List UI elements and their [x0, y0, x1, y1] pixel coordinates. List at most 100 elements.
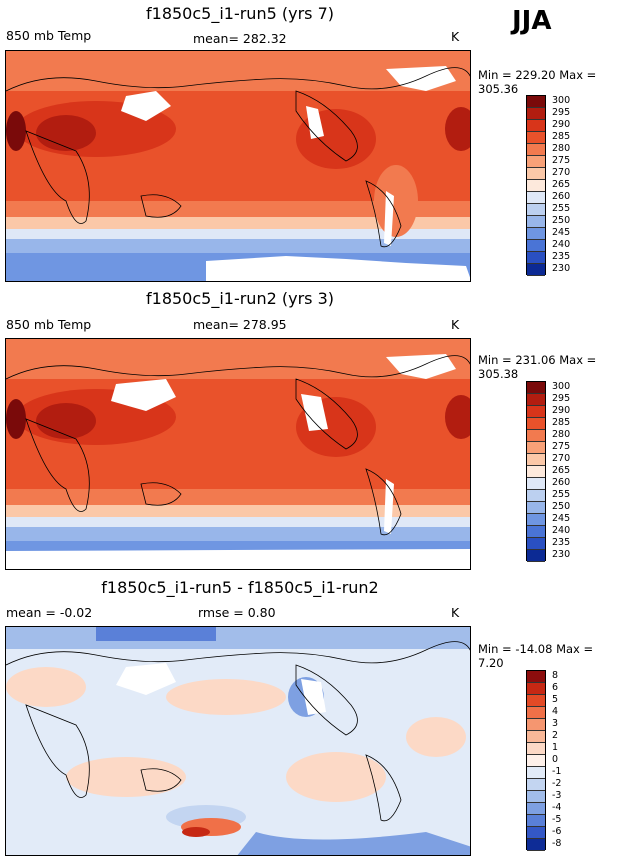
- panel-3-rmse-label: rmse = 0.80: [198, 605, 276, 620]
- colorbar-swatch: [527, 252, 545, 264]
- colorbar-tick-label: 295: [552, 393, 571, 404]
- colorbar-swatch: [527, 96, 545, 108]
- colorbar-swatch: [527, 442, 545, 454]
- colorbar-tick-label: 255: [552, 203, 571, 214]
- panel-3-map: [5, 626, 471, 856]
- colorbar-swatch: [527, 731, 545, 743]
- colorbar-swatch: [527, 502, 545, 514]
- colorbar-tick-label: 295: [552, 107, 571, 118]
- colorbar-tick-label: 2: [552, 730, 559, 741]
- colorbar-swatch: [527, 216, 545, 228]
- colorbar-tick-label: 270: [552, 167, 571, 178]
- colorbar-tick-label: 245: [552, 513, 571, 524]
- colorbar-tick-label: 230: [552, 263, 571, 274]
- colorbar-tick-label: -4: [552, 802, 562, 813]
- colorbar-tick-label: 285: [552, 131, 571, 142]
- colorbar-swatch: [527, 406, 545, 418]
- colorbar-swatch: [527, 228, 545, 240]
- colorbar-tick-label: 6: [552, 682, 559, 693]
- colorbar-tick-label: 290: [552, 119, 571, 130]
- colorbar-swatch: [527, 430, 545, 442]
- colorbar-swatch: [527, 779, 545, 791]
- colorbar-swatch: [527, 144, 545, 156]
- colorbar-tick-label: 245: [552, 227, 571, 238]
- colorbar-tick-label: 280: [552, 429, 571, 440]
- colorbar-swatch: [527, 683, 545, 695]
- colorbar-tick-label: -8: [552, 838, 562, 849]
- colorbar-tick-label: -5: [552, 814, 562, 825]
- colorbar-swatch: [527, 240, 545, 252]
- colorbar-tick-label: 250: [552, 215, 571, 226]
- colorbar-swatch: [527, 743, 545, 755]
- colorbar-swatch: [527, 755, 545, 767]
- panel-2-map: [5, 338, 471, 570]
- colorbar-tick-label: 3: [552, 718, 559, 729]
- colorbar-swatch: [527, 382, 545, 394]
- colorbar-tick-label: 265: [552, 179, 571, 190]
- colorbar-tick-label: 265: [552, 465, 571, 476]
- colorbar-swatch: [527, 192, 545, 204]
- colorbar-tick-label: 300: [552, 381, 571, 392]
- colorbar-tick-label: 280: [552, 143, 571, 154]
- panel-2-colorbar: [526, 381, 546, 562]
- season-label: JJA: [512, 6, 552, 36]
- colorbar-tick-label: 255: [552, 489, 571, 500]
- panel-3-title: f1850c5_i1-run5 - f1850c5_i1-run2: [101, 578, 379, 597]
- colorbar-tick-label: 260: [552, 191, 571, 202]
- colorbar-swatch: [527, 108, 545, 120]
- colorbar-tick-label: 240: [552, 239, 571, 250]
- panel-3-minmax-label: Min = -14.08 Max = 7.20: [478, 642, 594, 670]
- colorbar-tick-label: 4: [552, 706, 559, 717]
- colorbar-tick-label: -3: [552, 790, 562, 801]
- colorbar-swatch: [527, 180, 545, 192]
- colorbar-swatch: [527, 514, 545, 526]
- colorbar-tick-label: 1: [552, 742, 559, 753]
- panel-2-minmax-label: Min = 231.06 Max = 305.38: [478, 353, 597, 381]
- panel-1-mean-label: mean= 282.32: [193, 31, 287, 46]
- colorbar-swatch: [527, 418, 545, 430]
- panel-1-units-label: K: [451, 29, 460, 44]
- colorbar-swatch: [527, 120, 545, 132]
- colorbar-swatch: [527, 394, 545, 406]
- colorbar-swatch: [527, 168, 545, 180]
- colorbar-swatch: [527, 454, 545, 466]
- panel-1-title: f1850c5_i1-run5 (yrs 7): [146, 4, 334, 23]
- colorbar-swatch: [527, 538, 545, 550]
- colorbar-tick-label: 5: [552, 694, 559, 705]
- panel-1-minmax-label: Min = 229.20 Max = 305.36: [478, 68, 597, 96]
- colorbar-swatch: [527, 264, 545, 276]
- colorbar-tick-label: 260: [552, 477, 571, 488]
- colorbar-swatch: [527, 791, 545, 803]
- panel-2-units-label: K: [451, 317, 460, 332]
- colorbar-swatch: [527, 671, 545, 683]
- colorbar-tick-label: 235: [552, 537, 571, 548]
- colorbar-swatch: [527, 767, 545, 779]
- colorbar-tick-label: 290: [552, 405, 571, 416]
- panel-3-colorbar: [526, 670, 546, 851]
- colorbar-tick-label: 230: [552, 549, 571, 560]
- colorbar-tick-label: -2: [552, 778, 562, 789]
- colorbar-tick-label: 0: [552, 754, 559, 765]
- colorbar-tick-label: 275: [552, 441, 571, 452]
- colorbar-swatch: [527, 204, 545, 216]
- colorbar-swatch: [527, 478, 545, 490]
- colorbar-swatch: [527, 132, 545, 144]
- panel-1-map: [5, 50, 471, 282]
- colorbar-swatch: [527, 707, 545, 719]
- colorbar-swatch: [527, 490, 545, 502]
- colorbar-swatch: [527, 803, 545, 815]
- panel-1-field-label: 850 mb Temp: [6, 28, 92, 43]
- colorbar-tick-label: 275: [552, 155, 571, 166]
- colorbar-tick-label: 300: [552, 95, 571, 106]
- colorbar-tick-label: 8: [552, 670, 559, 681]
- colorbar-tick-label: -1: [552, 766, 562, 777]
- panel-1-colorbar: [526, 95, 546, 276]
- colorbar-tick-label: 285: [552, 417, 571, 428]
- colorbar-swatch: [527, 839, 545, 851]
- panel-3-units-label: K: [451, 605, 460, 620]
- colorbar-swatch: [527, 466, 545, 478]
- colorbar-swatch: [527, 827, 545, 839]
- colorbar-tick-label: 250: [552, 501, 571, 512]
- colorbar-tick-label: 270: [552, 453, 571, 464]
- panel-2-field-label: 850 mb Temp: [6, 317, 92, 332]
